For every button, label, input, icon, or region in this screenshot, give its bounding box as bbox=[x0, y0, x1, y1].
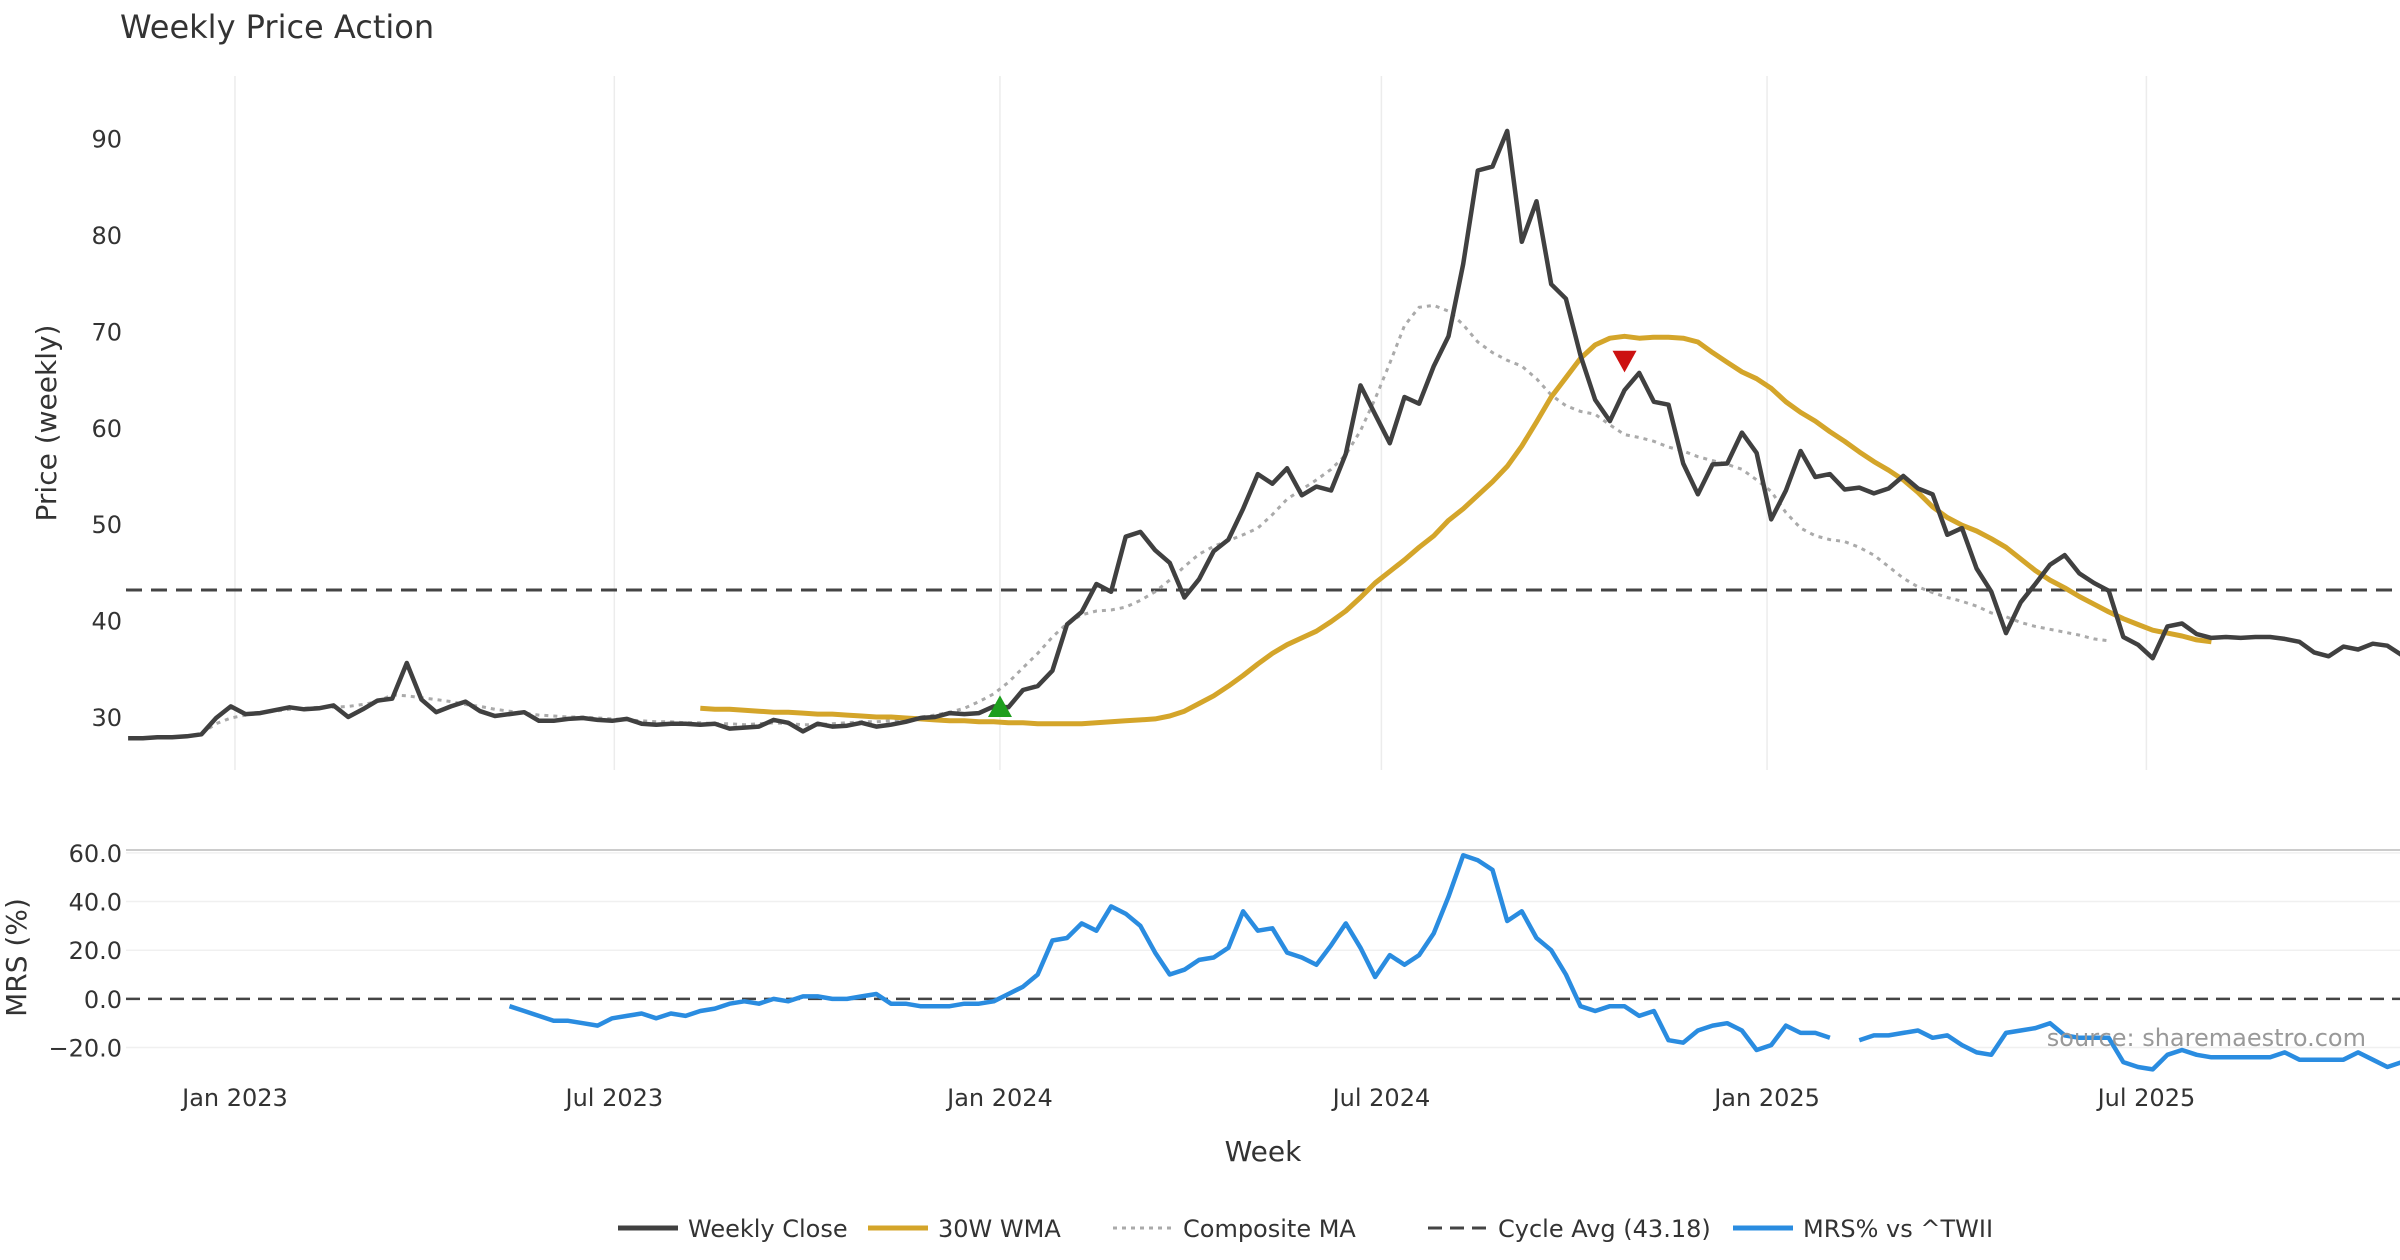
mrs-y-tick-label: 60.0 bbox=[69, 840, 122, 868]
weekly-close-line bbox=[128, 128, 2400, 741]
price-y-axis-label: Price (weekly) bbox=[30, 325, 63, 522]
price-y-tick-label: 30 bbox=[91, 704, 122, 732]
legend-item: Composite MA bbox=[1113, 1215, 1356, 1243]
mrs-y-tick-label: −20.0 bbox=[48, 1035, 122, 1063]
price-y-tick-label: 80 bbox=[91, 222, 122, 250]
mrs-line bbox=[508, 853, 2400, 1072]
buy-signal-marker bbox=[987, 695, 1012, 717]
legend: Weekly Close 30W WMA Composite MA Cycle Avg… bbox=[618, 1215, 1993, 1243]
price-y-tick-label: 70 bbox=[91, 318, 122, 346]
x-tick-label: Jan 2025 bbox=[1712, 1084, 1820, 1112]
x-tick-label: Jul 2024 bbox=[1331, 1084, 1431, 1112]
sell-signal-marker bbox=[1612, 350, 1637, 373]
legend-label: Weekly Close bbox=[688, 1215, 848, 1243]
x-tick-label: Jul 2023 bbox=[563, 1084, 663, 1112]
price-y-tick-label: 60 bbox=[91, 415, 122, 443]
x-axis: Jan 2023 Jul 2023 Jan 2024 Jul 2024 Jan 2025… bbox=[180, 1084, 2195, 1112]
legend-label: Cycle Avg (43.18) bbox=[1498, 1215, 1711, 1243]
legend-label: MRS% vs ^TWII bbox=[1803, 1215, 1993, 1243]
price-y-tick-label: 90 bbox=[91, 126, 122, 154]
mrs-y-tick-label: 20.0 bbox=[69, 937, 122, 965]
price-y-tick-label: 50 bbox=[91, 511, 122, 539]
legend-label: 30W WMA bbox=[938, 1215, 1061, 1243]
legend-item: 30W WMA bbox=[868, 1215, 1061, 1243]
mrs-y-tick-label: 0.0 bbox=[84, 986, 122, 1014]
x-tick-label: Jul 2025 bbox=[2096, 1084, 2196, 1112]
mrs-y-axis-label: MRS (%) bbox=[0, 898, 33, 1017]
price-y-tick-label: 40 bbox=[91, 608, 122, 636]
legend-item: Weekly Close bbox=[618, 1215, 848, 1243]
mrs-y-tick-label: 40.0 bbox=[69, 889, 122, 917]
x-tick-label: Jan 2024 bbox=[945, 1084, 1053, 1112]
x-tick-label: Jan 2023 bbox=[180, 1084, 288, 1112]
wma-30w-line bbox=[700, 333, 2212, 727]
price-panel: 30 40 50 60 70 80 90 Price (weekly) bbox=[30, 76, 2400, 770]
x-axis-label: Week bbox=[1225, 1135, 1302, 1168]
legend-label: Composite MA bbox=[1183, 1215, 1356, 1243]
mrs-panel: −20.0 0.0 20.0 40.0 60.0 MRS (%) bbox=[0, 840, 2400, 1072]
source-note: source: sharemaestro.com bbox=[2047, 1024, 2366, 1052]
legend-item: MRS% vs ^TWII bbox=[1733, 1215, 1993, 1243]
legend-item: Cycle Avg (43.18) bbox=[1428, 1215, 1711, 1243]
chart-title: Weekly Price Action bbox=[120, 8, 434, 46]
composite-ma-line bbox=[200, 303, 2109, 735]
